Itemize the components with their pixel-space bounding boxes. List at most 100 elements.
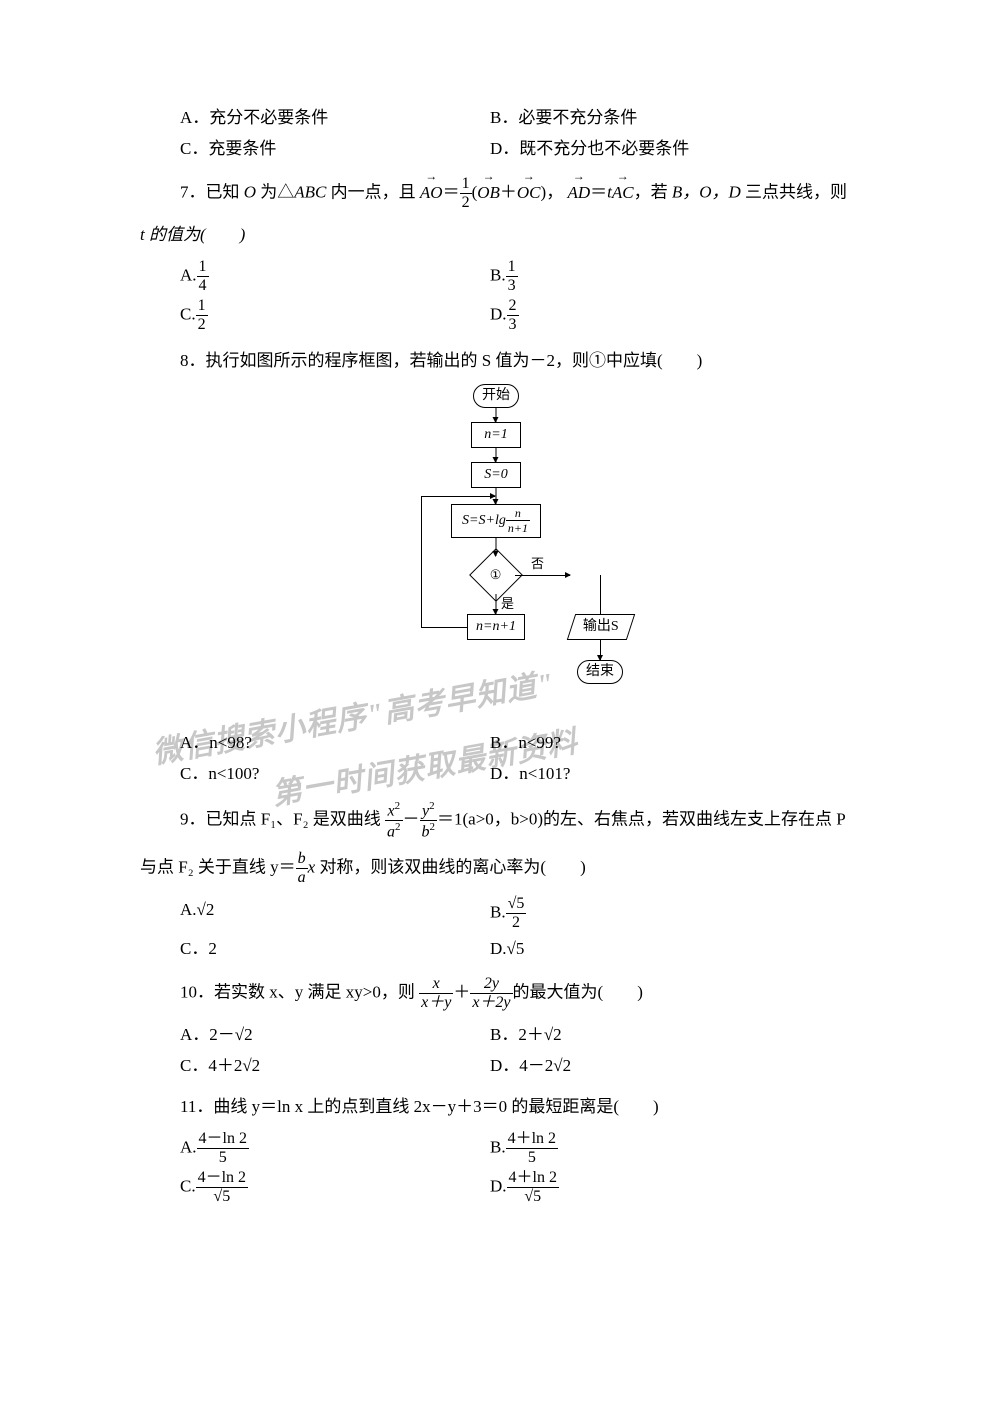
q9-option-d: D.√5 <box>490 935 852 962</box>
q8-options-row1: A．n<98? B．n<99? <box>180 729 852 756</box>
q7-end2: 三点共线，则 <box>741 183 847 202</box>
q11-b-frac: 4＋ln 25 <box>506 1131 558 1166</box>
q11-d-den: √5 <box>507 1188 559 1205</box>
q7-vec-oc: OC <box>517 179 541 206</box>
q10-f2-num: 2y <box>470 976 512 994</box>
q11-d-num: 4＋ln 2 <box>507 1170 559 1188</box>
q11-a-den: 5 <box>197 1149 249 1166</box>
q7-b-num: 1 <box>506 259 518 277</box>
q9-a-val: √2 <box>197 900 215 919</box>
q8-options-row2: C．n<100? D．n<101? <box>180 760 852 787</box>
q7-paren-close: )， <box>541 183 564 202</box>
q7-plus: ＋ <box>500 183 517 202</box>
q9-option-b: B.√52 <box>490 896 852 931</box>
q7-mid1: 为△ <box>256 183 294 202</box>
flow-inc: n=n+1 <box>467 614 525 640</box>
q9-stem: 9．已知点 F₁、F₂ 是双曲线 x2a2－y2b2＝1(a>0，b>0)的左、… <box>180 801 852 841</box>
flow-vline-output <box>600 575 601 614</box>
flow-arrow-5 <box>496 594 497 614</box>
q9-a2-v: a <box>387 824 395 841</box>
flow-hline-loop <box>421 627 467 628</box>
q10-f1-num: x <box>419 976 453 994</box>
q7-options-row2: C.12 D.23 <box>180 298 852 333</box>
q9-b-num: √5 <box>506 896 527 914</box>
q7-b-label: B. <box>490 265 506 284</box>
flow-arrow-output <box>600 640 601 660</box>
q11-option-c: C.4－ln 2√5 <box>180 1170 490 1205</box>
q9-hang-num: b <box>296 851 308 869</box>
q9-a-label: A. <box>180 900 197 919</box>
flow-n1-text: n=1 <box>484 424 507 446</box>
q7-option-a: A.14 <box>180 259 490 294</box>
q10-option-b: B．2＋√2 <box>490 1021 852 1048</box>
q10-f1-den: x＋y <box>419 994 453 1011</box>
q11-c-num: 4－ln 2 <box>196 1170 248 1188</box>
q9-hang: 与点 F₂ 关于直线 y＝bax 对称，则该双曲线的离心率为( ) <box>140 851 852 886</box>
flow-s0-text: S=0 <box>484 464 507 486</box>
flow-label-no: 否 <box>531 554 544 575</box>
q7-o: O <box>244 183 256 202</box>
q7-eq2: ＝ <box>590 183 607 202</box>
q7-text-pre: 7．已知 <box>180 183 244 202</box>
q11-b-den: 5 <box>506 1149 558 1166</box>
flow-formula: S=S+lg nn+1 <box>451 504 541 538</box>
q7-half-den: 2 <box>460 194 472 211</box>
q6-options-row1: A．充分不必要条件 B．必要不充分条件 <box>180 104 852 131</box>
q11-b-num: 4＋ln 2 <box>506 1131 558 1149</box>
q8-option-c: C．n<100? <box>180 760 490 787</box>
q7-mid2: 内一点，且 <box>326 183 415 202</box>
q11-a-frac: 4－ln 25 <box>197 1131 249 1166</box>
q9-y2-v: y <box>422 802 429 819</box>
q10-frac1: xx＋y <box>419 976 453 1011</box>
q7-hang-text: t 的值为( ) <box>140 225 245 244</box>
q10-frac2: 2yx＋2y <box>470 976 512 1011</box>
q7-d-den: 3 <box>507 316 519 333</box>
q6-options-row2: C．充要条件 D．既不充分也不必要条件 <box>180 135 852 162</box>
q7-d-num: 2 <box>507 298 519 316</box>
q11-c-den: √5 <box>196 1188 248 1205</box>
q9-options-row2: C．2 D.√5 <box>180 935 852 962</box>
q7-vec-ad: AD <box>567 179 590 206</box>
flow-arrow-2 <box>496 448 497 462</box>
q7-option-c: C.12 <box>180 298 490 333</box>
q10-option-d: D．4－2√2 <box>490 1052 852 1079</box>
q9-x2: x2 <box>385 801 403 821</box>
q9-b-den: 2 <box>506 914 527 931</box>
q11-options-row1: A.4－ln 25 B.4＋ln 25 <box>180 1131 852 1166</box>
q6-option-d: D．既不充分也不必要条件 <box>490 135 852 162</box>
q7-vec-ob: OB <box>477 179 500 206</box>
q7-abc: ABC <box>294 183 326 202</box>
q8-stem: 8．执行如图所示的程序框图，若输出的 S 值为－2，则①中应填( ) <box>180 347 852 374</box>
q10-pre: 10．若实数 x、y 满足 xy>0，则 <box>180 982 415 1001</box>
q9-a2-sup: 2 <box>395 821 401 833</box>
q7-c-num: 1 <box>196 298 208 316</box>
q7-half: 12 <box>460 176 472 211</box>
q7-d-label: D. <box>490 304 507 323</box>
q7-hang: t 的值为( ) <box>140 221 852 248</box>
q7-c-label: C. <box>180 304 196 323</box>
q9-pre: 9．已知点 F₁、F₂ 是双曲线 <box>180 810 381 829</box>
q7-end1: ，若 <box>634 183 672 202</box>
q10-options-row1: A．2－√2 B．2＋√2 <box>180 1021 852 1048</box>
q9-b2: b2 <box>420 821 438 840</box>
q7-a-den: 4 <box>197 277 209 294</box>
q9-x2-sup: 2 <box>395 800 401 812</box>
q9-hang-pre: 与点 F₂ 关于直线 y＝ <box>140 857 296 876</box>
q11-a-label: A. <box>180 1137 197 1156</box>
q9-frac1: x2a2 <box>385 801 403 841</box>
q7-b-den: 3 <box>506 277 518 294</box>
q9-option-c: C．2 <box>180 935 490 962</box>
q9-b2-sup: 2 <box>430 821 436 833</box>
q8-flowchart: 开始 n=1 S=0 S=S+lg nn+1 ① 否 是 n=n+1 输出S 结… <box>356 384 636 719</box>
q7-a-label: A. <box>180 265 197 284</box>
q10-stem: 10．若实数 x、y 满足 xy>0，则 xx＋y＋2yx＋2y的最大值为( ) <box>180 976 852 1011</box>
flow-s0: S=0 <box>471 462 521 488</box>
q11-c-frac: 4－ln 2√5 <box>196 1170 248 1205</box>
q7-options-row1: A.14 B.13 <box>180 259 852 294</box>
q9-a2: a2 <box>385 821 403 840</box>
q7-half-num: 1 <box>460 176 472 194</box>
q7-c-den: 2 <box>196 316 208 333</box>
q8-option-d: D．n<101? <box>490 760 852 787</box>
q9-mid: ＝1(a>0，b>0)的左、右焦点，若双曲线左支上存在点 P <box>437 810 846 829</box>
flow-diamond-text: ① <box>490 564 502 585</box>
